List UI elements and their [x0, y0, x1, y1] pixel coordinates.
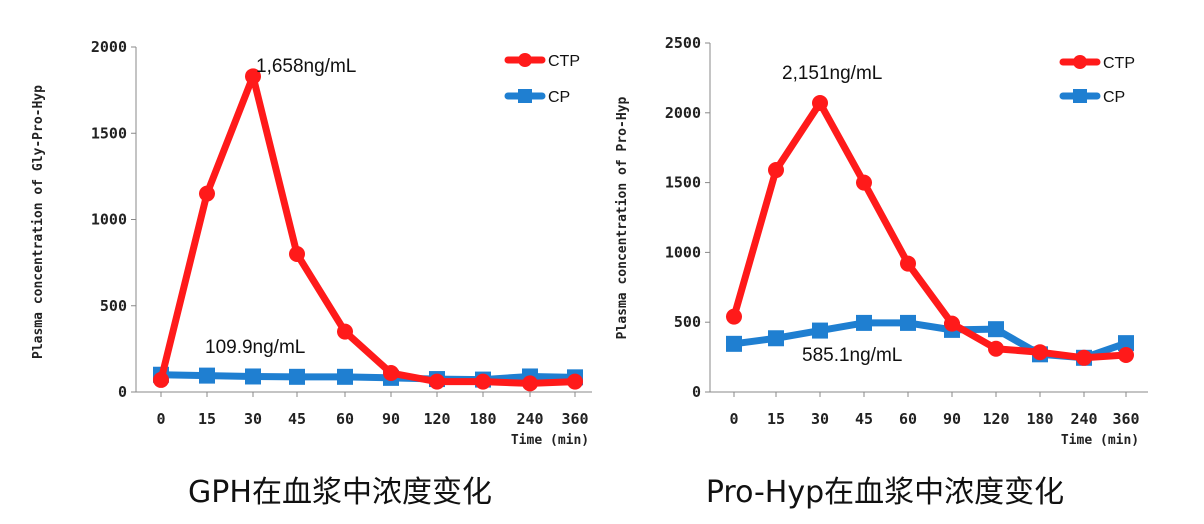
x-tick-label: 45: [855, 410, 873, 428]
data-point-ctp: [567, 373, 583, 390]
x-tick-label: 0: [156, 410, 165, 428]
data-point-ctp: [944, 315, 960, 332]
x-tick-label: 180: [1026, 410, 1053, 428]
legend-label-cp: CP: [548, 89, 570, 106]
x-tick-label: 180: [469, 410, 496, 428]
legend-label-cp: CP: [1103, 89, 1125, 106]
series-line-ctp: [157, 72, 579, 387]
y-tick-label: 1500: [91, 124, 127, 142]
data-point-ctp: [1076, 349, 1092, 366]
data-point-cp: [245, 368, 261, 385]
data-point-ctp: [726, 308, 742, 325]
y-tick-label: 1000: [665, 243, 701, 261]
data-point-ctp: [768, 162, 784, 179]
x-tick-label: 90: [943, 410, 961, 428]
x-tick-label: 30: [811, 410, 829, 428]
data-point-cp: [726, 335, 742, 352]
data-point-ctp: [245, 68, 261, 85]
legend-marker-cp: [518, 89, 532, 103]
data-point-ctp: [199, 185, 215, 202]
y-tick-label: 1000: [91, 211, 127, 229]
data-point-ctp: [383, 365, 399, 382]
y-axis-label: Plasma concentration of Gly-Pro-Hyp: [31, 85, 46, 359]
chart-pro-hyp: 0 500 1000 1500 2000 2500 0 15 30 45 60 90 120 180 240…: [615, 34, 1148, 510]
x-tick-label: 120: [423, 410, 450, 428]
legend-marker-ctp: [1073, 55, 1087, 69]
data-point-cp: [812, 322, 828, 339]
data-point-cp: [337, 368, 353, 385]
y-tick-label: 2000: [665, 104, 701, 122]
x-tick-label: 0: [729, 410, 738, 428]
series-line-ctp: [730, 99, 1130, 362]
value-annotation: 1,658ng/mL: [256, 56, 356, 77]
x-tick-label: 120: [982, 410, 1009, 428]
y-tick-label: 500: [100, 297, 127, 315]
data-point-ctp: [429, 373, 445, 390]
x-tick-label: 45: [288, 410, 306, 428]
legend-label-ctp: CTP: [548, 53, 580, 70]
chart-gph: 0 500 1000 1500 2000 0 15 30 45 60 90 120 180 240 360 P…: [31, 38, 592, 510]
x-tick-label: 240: [516, 410, 543, 428]
data-point-ctp: [153, 371, 169, 388]
chart-caption: Pro-Hyp在血浆中浓度变化: [706, 475, 1064, 510]
value-annotation: 109.9ng/mL: [205, 337, 305, 358]
series-line-cp: [157, 371, 579, 384]
data-point-cp: [856, 314, 872, 331]
data-point-ctp: [522, 375, 538, 392]
data-point-cp: [1118, 335, 1134, 352]
data-point-ctp: [337, 323, 353, 340]
data-point-ctp: [1032, 344, 1048, 361]
data-point-ctp: [1118, 347, 1134, 364]
legend-label-ctp: CTP: [1103, 55, 1135, 72]
y-tick-label: 0: [118, 383, 127, 401]
data-point-cp: [199, 367, 215, 384]
legend-marker-cp: [1073, 89, 1087, 103]
x-tick-label: 60: [899, 410, 917, 428]
data-point-ctp: [988, 340, 1004, 357]
x-tick-label: 360: [1112, 410, 1139, 428]
value-annotation: 585.1ng/mL: [802, 345, 902, 366]
data-point-ctp: [475, 373, 491, 390]
value-annotation: 2,151ng/mL: [782, 63, 882, 84]
x-tick-label: 30: [244, 410, 262, 428]
x-tick-label: 360: [561, 410, 588, 428]
data-point-cp: [988, 321, 1004, 338]
data-point-ctp: [856, 174, 872, 191]
data-point-ctp: [812, 95, 828, 112]
x-tick-label: 15: [767, 410, 785, 428]
data-point-cp: [900, 314, 916, 331]
chart-caption: GPH在血浆中浓度变化: [188, 475, 492, 510]
x-axis-label: Time (min): [1061, 433, 1139, 448]
legend-marker-ctp: [518, 53, 532, 67]
x-tick-label: 240: [1070, 410, 1097, 428]
x-tick-label: 60: [336, 410, 354, 428]
x-tick-label: 15: [198, 410, 216, 428]
data-point-ctp: [900, 255, 916, 272]
y-tick-label: 0: [692, 383, 701, 401]
y-tick-label: 1500: [665, 174, 701, 192]
y-axis-label: Plasma concentration of Pro-Hyp: [615, 97, 630, 340]
y-tick-label: 2000: [91, 38, 127, 56]
y-tick-label: 500: [674, 313, 701, 331]
data-point-cp: [289, 368, 305, 385]
data-point-ctp: [289, 246, 305, 262]
x-axis-label: Time (min): [511, 433, 589, 448]
data-point-cp: [768, 330, 784, 347]
x-tick-label: 90: [382, 410, 400, 428]
y-tick-label: 2500: [665, 34, 701, 52]
